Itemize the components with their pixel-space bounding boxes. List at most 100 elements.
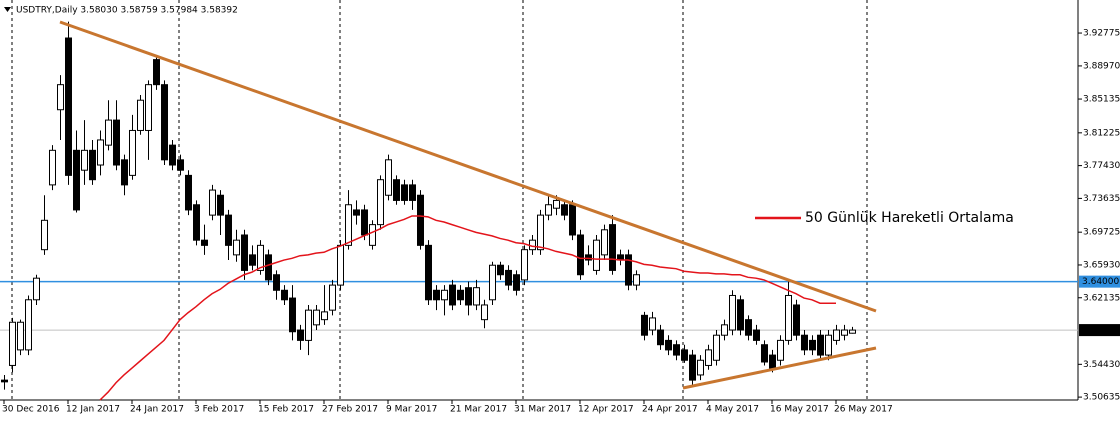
- candle-body: [217, 194, 224, 216]
- candle-body: [497, 264, 504, 276]
- y-tick-label: 3.85135: [1083, 95, 1120, 105]
- candle-body: [625, 254, 632, 286]
- candle-body: [353, 209, 360, 216]
- candle-body: [297, 329, 304, 341]
- candle-body: [321, 311, 328, 321]
- candle-body: [401, 184, 408, 201]
- candle-body: [513, 274, 520, 291]
- candle-body: [57, 84, 64, 111]
- candle-body: [553, 199, 560, 209]
- candle-body: [9, 321, 16, 366]
- candle-body: [673, 344, 680, 356]
- candle-body: [433, 289, 440, 301]
- candle-body: [769, 354, 776, 369]
- candle-body: [329, 284, 336, 311]
- candle-body: [241, 234, 248, 271]
- candle-body: [713, 334, 720, 361]
- candle-body: [441, 289, 448, 301]
- candle-body: [761, 344, 768, 363]
- candle-body: [745, 319, 752, 336]
- candle-body: [25, 299, 32, 351]
- candle-body: [521, 249, 528, 281]
- x-tick-label: 15 Feb 2017: [258, 405, 314, 415]
- candle-body: [361, 209, 368, 236]
- candle-body: [753, 329, 760, 341]
- moving-average-line: [99, 215, 836, 401]
- x-tick-label: 26 May 2017: [834, 405, 893, 415]
- candle-body: [265, 254, 272, 281]
- candle-body: [721, 324, 728, 336]
- y-tick-label: 3.65930: [1083, 260, 1120, 270]
- candle-body: [809, 339, 816, 351]
- candle-body: [425, 244, 432, 301]
- candle-body: [281, 289, 288, 301]
- candle-body: [249, 254, 256, 266]
- candle-body: [1, 379, 8, 383]
- candle-body: [577, 234, 584, 276]
- candle-body: [465, 287, 472, 306]
- candle-body: [33, 277, 40, 301]
- candle-body: [345, 204, 352, 246]
- candle-body: [729, 294, 736, 331]
- y-tick-label: 3.77430: [1083, 161, 1120, 171]
- candle-body: [705, 349, 712, 366]
- candle-body: [169, 144, 176, 166]
- candle-body: [481, 304, 488, 321]
- candle-body: [801, 334, 808, 351]
- candle-body: [593, 239, 600, 271]
- candle-body: [65, 37, 72, 176]
- legend-label: 50 Günlük Hareketli Ortalama: [805, 210, 1014, 226]
- candle-body: [489, 264, 496, 301]
- y-tick-label: 3.88970: [1083, 61, 1120, 71]
- candle-body: [777, 339, 784, 361]
- y-tick-label: 3.62135: [1083, 293, 1120, 303]
- candle-body: [193, 204, 200, 241]
- y-tick-label: 3.73635: [1083, 194, 1120, 204]
- candle-body: [633, 274, 640, 286]
- x-tick-label: 30 Dec 2016: [2, 405, 60, 415]
- x-tick-label: 24 Jan 2017: [130, 405, 184, 415]
- candle-body: [609, 224, 616, 271]
- candle-body: [449, 284, 456, 306]
- y-tick-label: 3.54430: [1083, 360, 1120, 370]
- trend-line: [59, 20, 877, 313]
- x-tick-label: 3 Feb 2017: [194, 405, 244, 415]
- candle-body: [73, 149, 80, 211]
- candle-body: [785, 294, 792, 341]
- level-label-box: [1079, 275, 1120, 288]
- x-tick-label: 21 Mar 2017: [450, 405, 507, 415]
- candle-body: [41, 219, 48, 251]
- y-tick-label: 3.92775: [1083, 29, 1120, 39]
- candle-body: [185, 174, 192, 211]
- candle-body: [793, 304, 800, 336]
- candle-body: [393, 179, 400, 201]
- candle-body: [681, 349, 688, 361]
- x-tick-label: 4 May 2017: [706, 405, 759, 415]
- candle-body: [377, 179, 384, 226]
- candle-body: [585, 254, 592, 261]
- x-tick-label: 27 Feb 2017: [322, 405, 378, 415]
- x-tick-label: 12 Jan 2017: [66, 405, 120, 415]
- candle-body: [457, 289, 464, 301]
- candle-body: [137, 99, 144, 131]
- candle-body: [273, 274, 280, 291]
- candle-body: [737, 299, 744, 331]
- candle-body: [505, 269, 512, 286]
- candle-body: [369, 224, 376, 246]
- x-tick-label: 31 Mar 2017: [514, 405, 571, 415]
- candle-body: [201, 239, 208, 246]
- candle-body: [417, 194, 424, 246]
- candle-body: [657, 329, 664, 346]
- candle-body: [313, 309, 320, 326]
- candle-body: [817, 334, 824, 356]
- menu-triangle: [4, 7, 11, 12]
- candle-body: [177, 159, 184, 171]
- candle-body: [97, 139, 104, 166]
- candle-body: [601, 229, 608, 256]
- candle-body: [225, 214, 232, 246]
- price-label: 3.58392: [1082, 326, 1119, 336]
- x-tick-label: 9 Mar 2017: [386, 405, 437, 415]
